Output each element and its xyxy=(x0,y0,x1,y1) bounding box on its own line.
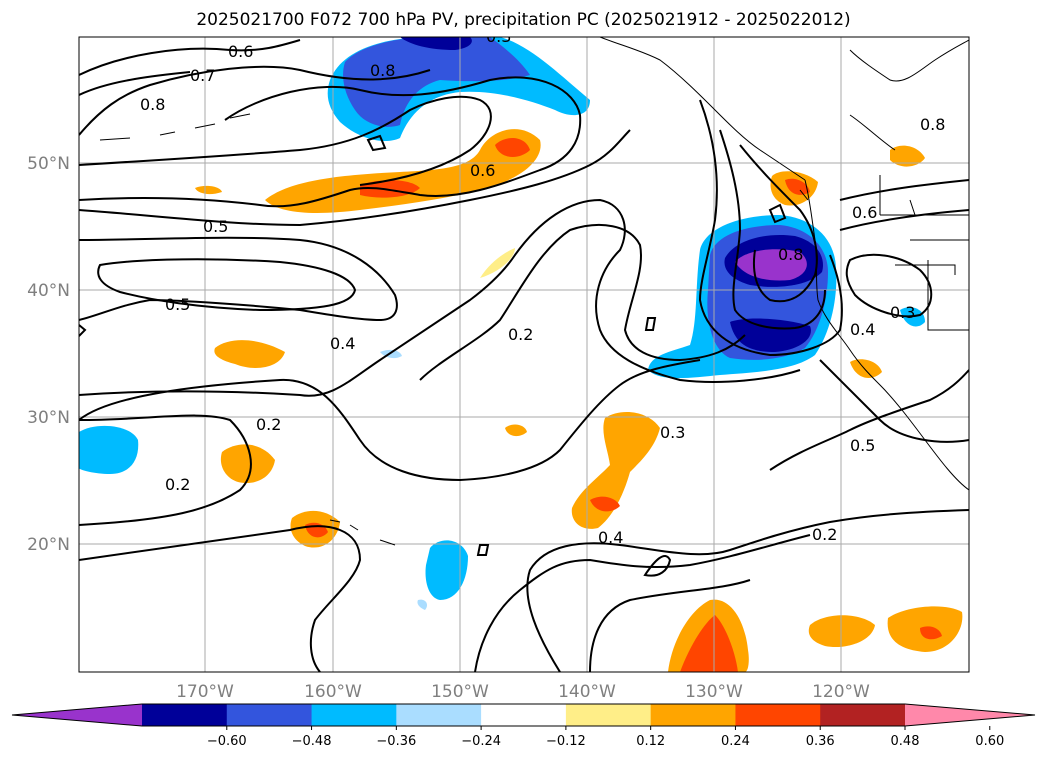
map-frame xyxy=(78,36,970,673)
lon-label: 140°W xyxy=(558,682,616,702)
colorbar-segment xyxy=(565,704,652,726)
lon-label: 150°W xyxy=(431,682,489,702)
colorbar-outline xyxy=(11,703,1036,727)
colorbar-segment xyxy=(142,704,228,726)
gridlines xyxy=(79,37,969,672)
contour-label: 0.4 xyxy=(850,320,875,339)
colorbar-segment xyxy=(481,704,567,726)
longitude-labels: 170°W 160°W 150°W 140°W 130°W 120°W xyxy=(176,682,870,702)
lat-label: 40°N xyxy=(27,281,70,301)
colorbar-tick-label: −0.48 xyxy=(292,734,332,749)
colorbar-tick-label: 0.36 xyxy=(806,734,835,749)
contour-labels: 0.6 0.7 0.8 0.5 0.6 0.5 0.4 0.2 0.2 0.2 … xyxy=(140,27,945,547)
lon-label: 120°W xyxy=(812,682,870,702)
contour-label: 0.3 xyxy=(486,27,511,46)
colorbar-tick-label: 0.48 xyxy=(891,734,920,749)
lat-label: 20°N xyxy=(27,535,70,555)
contour-label: 0.5 xyxy=(203,217,228,236)
contour-label: 0.8 xyxy=(370,61,395,80)
colorbar: −0.60 −0.48 −0.36 −0.24 −0.12 0.12 0.24 0.36 0.4… xyxy=(11,703,1036,749)
contour-label: 0.6 xyxy=(852,203,877,222)
colorbar-tick-label: −0.36 xyxy=(376,734,416,749)
contour-label: 0.2 xyxy=(165,475,190,494)
contour-label: 0.4 xyxy=(598,528,623,547)
pv-contours xyxy=(79,39,969,672)
colorbar-tick-label: −0.12 xyxy=(546,734,586,749)
colorbar-segment xyxy=(311,704,397,726)
contour-label: 0.4 xyxy=(330,334,355,353)
colorbar-segment xyxy=(226,704,313,726)
contour-label: 0.3 xyxy=(890,303,915,322)
precip-positive xyxy=(195,129,963,672)
contour-label: 0.2 xyxy=(812,525,837,544)
colorbar-segment xyxy=(820,704,906,726)
colorbar-tick-label: −0.60 xyxy=(207,734,247,749)
contour-label: 0.6 xyxy=(228,42,253,61)
colorbar-segment xyxy=(650,704,736,726)
colorbar-tick-label: 0.60 xyxy=(975,734,1004,749)
contour-label: 0.5 xyxy=(165,295,190,314)
contour-label: 0.6 xyxy=(470,161,495,180)
colorbar-tick-label: 0.24 xyxy=(721,734,750,749)
contour-label: 0.8 xyxy=(778,245,803,264)
contour-label: 0.5 xyxy=(850,436,875,455)
lon-label: 130°W xyxy=(685,682,743,702)
colorbar-extend-min xyxy=(12,704,142,726)
map-title: 2025021700 F072 700 hPa PV, precipitatio… xyxy=(196,10,851,30)
contour-label: 0.2 xyxy=(508,325,533,344)
colorbar-segment xyxy=(735,704,821,726)
contour-label: 0.7 xyxy=(190,66,215,85)
contour-label: 0.8 xyxy=(920,115,945,134)
colorbar-extend-max xyxy=(905,704,1035,726)
colorbar-tick-label: 0.12 xyxy=(636,734,665,749)
lat-label: 30°N xyxy=(27,408,70,428)
contour-label: 0.2 xyxy=(256,415,281,434)
lat-label: 50°N xyxy=(27,154,70,174)
contour-label: 0.3 xyxy=(660,423,685,442)
contour-label: 0.8 xyxy=(140,95,165,114)
lon-label: 160°W xyxy=(304,682,362,702)
colorbar-tick-label: −0.24 xyxy=(461,734,501,749)
latitude-labels: 50°N 40°N 30°N 20°N xyxy=(27,154,70,555)
lon-label: 170°W xyxy=(176,682,234,702)
colorbar-segment xyxy=(396,704,482,726)
